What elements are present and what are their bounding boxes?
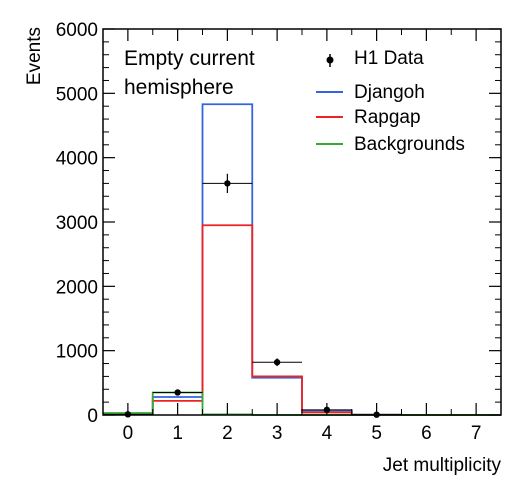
data-point xyxy=(273,359,281,366)
legend-label-djangoh: Djangoh xyxy=(354,82,425,103)
y-tick-label: 2000 xyxy=(56,277,98,298)
series-line-rapgap xyxy=(103,224,501,416)
annotation-line-1: Empty current xyxy=(124,47,255,70)
y-tick-label: 5000 xyxy=(56,84,98,105)
y-tick-label: 4000 xyxy=(56,149,98,170)
legend-entry-backgrounds: Backgrounds xyxy=(316,134,465,155)
x-tick-label: 2 xyxy=(222,423,233,444)
x-tick-label: 5 xyxy=(371,423,382,444)
y-tick-label: 1000 xyxy=(56,342,98,363)
legend-label-rapgap: Rapgap xyxy=(354,107,421,128)
legend: H1 Data Djangoh Rapgap Backgrounds xyxy=(316,48,465,155)
data-point xyxy=(174,389,181,396)
x-tick-label: 7 xyxy=(471,423,482,444)
x-tick-label: 4 xyxy=(322,423,333,444)
y-tick-label: 6000 xyxy=(56,20,98,41)
x-axis-title: Jet multiplicity xyxy=(383,455,502,476)
x-tick-label: 0 xyxy=(123,423,134,444)
data-point xyxy=(224,180,231,187)
ticks-layer: 0 1 2 3 4 5 6 7 0 1000 2000 3000 4000 5000 6000 xyxy=(56,20,502,444)
legend-label-h1-data: H1 Data xyxy=(354,48,424,69)
y-tick-label: 0 xyxy=(87,406,98,427)
legend-label-backgrounds: Backgrounds xyxy=(354,134,465,155)
legend-entry-djangoh: Djangoh xyxy=(316,82,425,103)
legend-entry-rapgap: Rapgap xyxy=(316,107,421,128)
y-axis-title: Events xyxy=(24,27,45,85)
y-tick-label: 3000 xyxy=(56,213,98,234)
x-tick-label: 3 xyxy=(272,423,283,444)
annotation-line-2: hemisphere xyxy=(124,76,234,99)
x-tick-label: 1 xyxy=(172,423,183,444)
legend-data-marker xyxy=(326,56,334,64)
legend-entry-data: H1 Data xyxy=(326,48,424,69)
x-tick-label: 6 xyxy=(421,423,432,444)
